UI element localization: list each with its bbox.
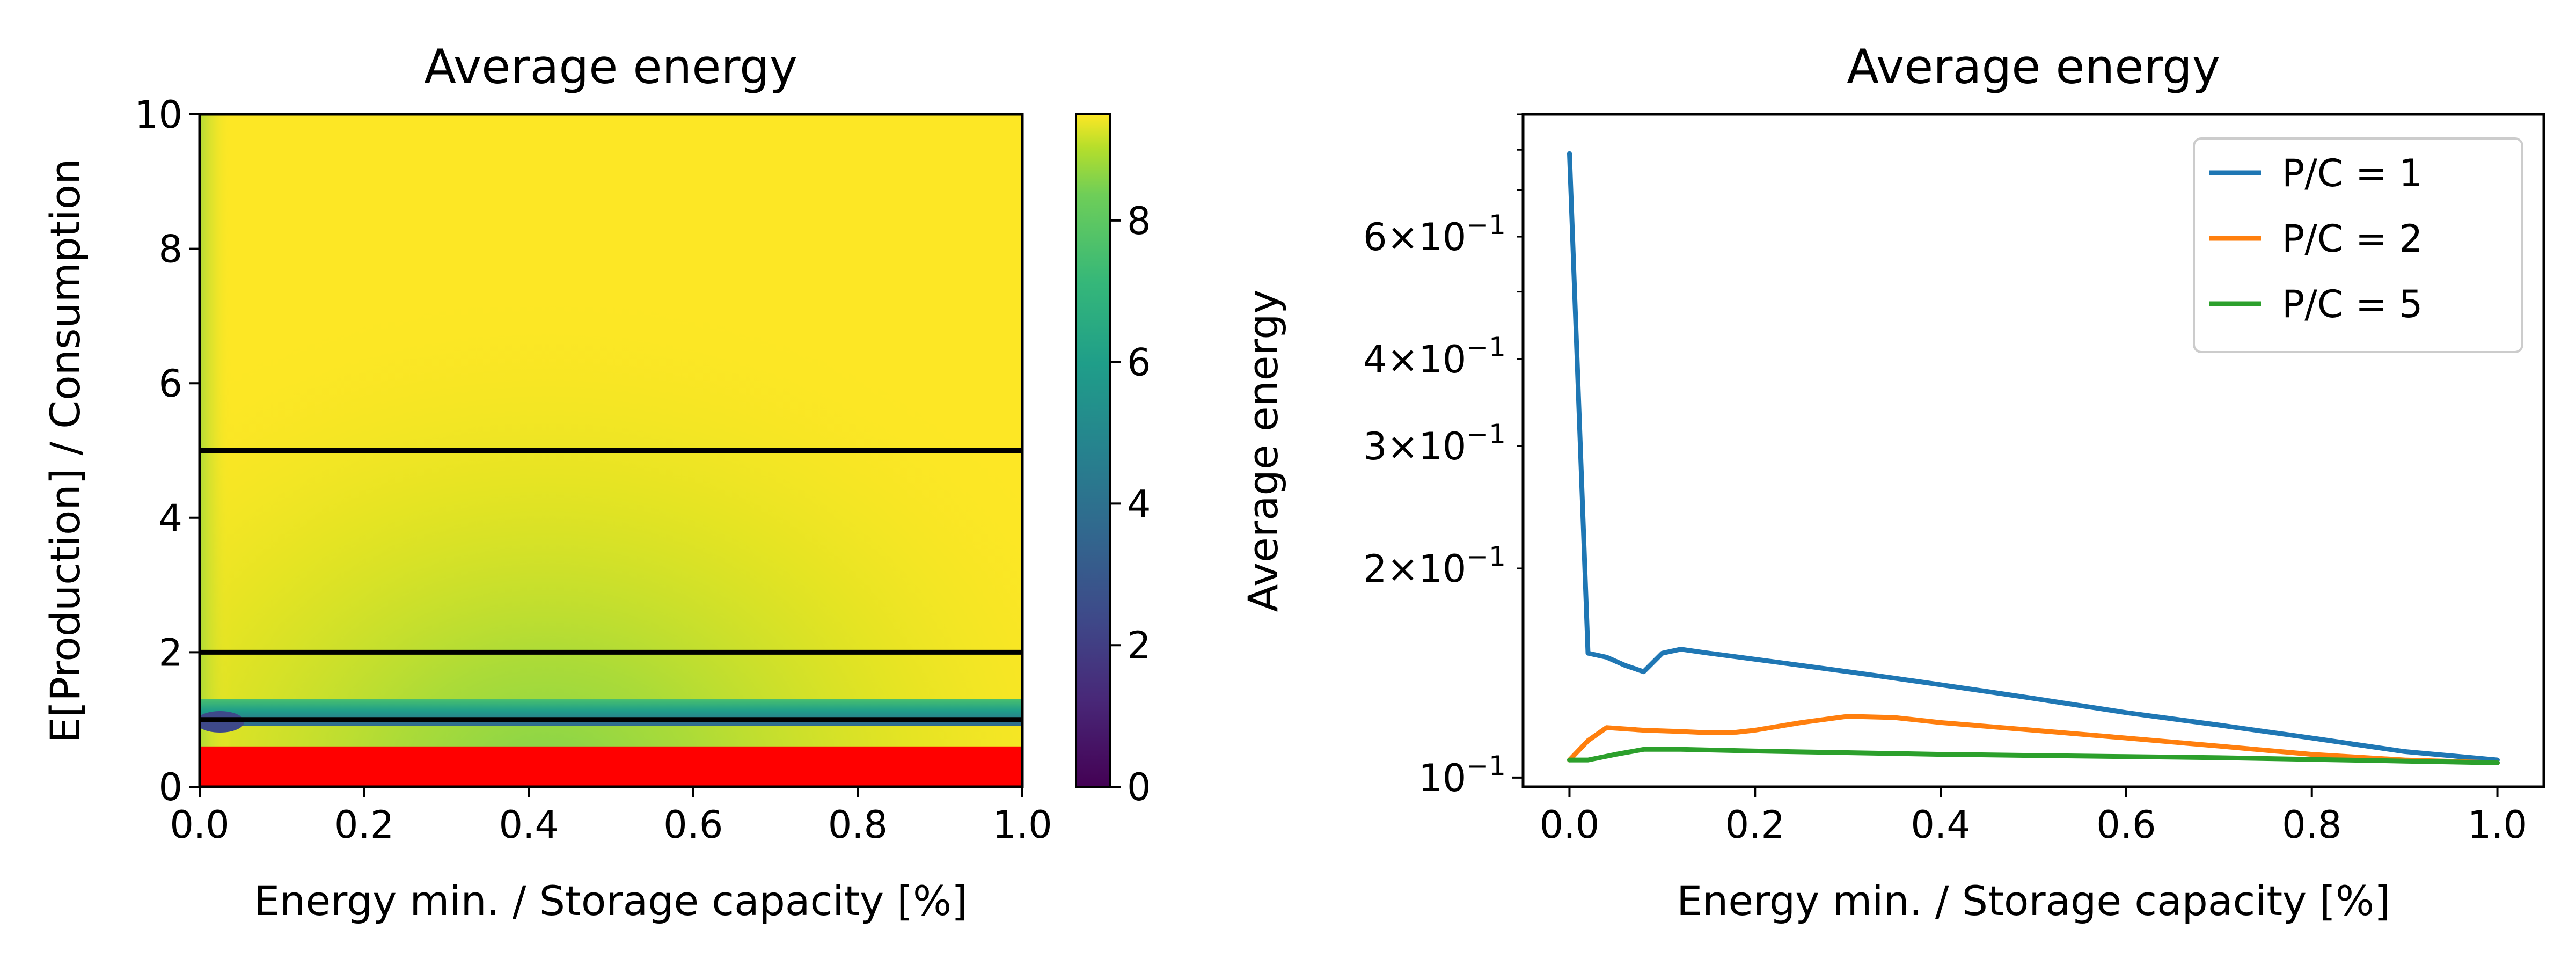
heatmap-y-label: E[Production] / Consumption <box>41 159 89 743</box>
x-tick-label: 0.8 <box>828 803 888 847</box>
series-line-1 <box>1567 151 2500 763</box>
y-tick-mantissa: 2 <box>1363 547 1387 591</box>
x-tick-label: 0.0 <box>1540 803 1599 847</box>
y-tick-label: 4×10−1 <box>1363 332 1506 382</box>
x-tick-label: 0.4 <box>1911 803 1970 847</box>
line-frame <box>1521 113 2545 788</box>
colorbar-ticks: 0 2 4 6 8 <box>1110 199 1151 809</box>
colorbar-tick-label: 4 <box>1127 482 1151 526</box>
legend-box <box>2193 137 2523 353</box>
y-tick-times: × <box>1387 425 1419 469</box>
y-tick-times: × <box>1387 547 1419 591</box>
colorbar-tick-label: 8 <box>1127 199 1151 243</box>
y-tick-label-text: 2×10−1 <box>1363 541 1506 591</box>
y-tick-label: 0 <box>158 765 182 809</box>
y-tick-base: 10 <box>1418 215 1466 259</box>
line-series <box>1567 151 2500 765</box>
legend-label-2: P/C = 2 <box>2282 217 2423 261</box>
colorbar-tick-label: 0 <box>1127 765 1151 809</box>
y-tick-exponent: −1 <box>1466 332 1506 363</box>
heatmap-panel: Average energy 0.0 0.2 0.4 0.6 0.8 1.0 0 2 4 6 8 1… <box>41 39 1151 925</box>
colorbar: 0 2 4 6 8 <box>1075 113 1151 809</box>
series-line-2 <box>1567 714 2500 765</box>
y-tick-times: × <box>1387 215 1419 259</box>
heatmap-y-axis: 0 2 4 6 8 10 <box>135 93 200 809</box>
heatmap-title: Average energy <box>424 39 797 94</box>
line-panel: Average energy 0.0 0.2 0.4 0.6 0.8 1.0 6×10−1… <box>1239 39 2545 925</box>
x-tick-label: 1.0 <box>2468 803 2527 847</box>
heatmap-frame <box>198 113 1024 788</box>
x-tick-label: 1.0 <box>992 803 1052 847</box>
y-tick-exponent: −1 <box>1466 209 1506 240</box>
y-tick-label: 2×10−1 <box>1363 541 1506 591</box>
y-tick-base: 10 <box>1418 338 1466 382</box>
x-tick-label: 0.8 <box>2282 803 2341 847</box>
y-tick-label: 10 <box>135 93 182 137</box>
y-tick-base: 10 <box>1418 756 1466 800</box>
y-tick-times: × <box>1387 338 1419 382</box>
x-tick-label: 0.2 <box>334 803 394 847</box>
x-tick-label: 0.4 <box>499 803 559 847</box>
y-tick-exponent: −1 <box>1466 419 1506 450</box>
y-tick-exponent: −1 <box>1466 750 1506 781</box>
x-tick-label: 0.6 <box>663 803 723 847</box>
line-x-axis: 0.0 0.2 0.4 0.6 0.8 1.0 <box>1540 787 2527 847</box>
y-tick-mantissa: 6 <box>1363 215 1387 259</box>
legend-label-1: P/C = 1 <box>2282 151 2423 195</box>
legend: P/C = 1 P/C = 2 P/C = 5 <box>2193 137 2523 353</box>
colorbar-tick-label: 6 <box>1127 341 1151 385</box>
y-tick-mantissa: 4 <box>1363 338 1387 382</box>
line-y-axis: 6×10−14×10−13×10−12×10−110−1 <box>1363 113 1523 800</box>
y-tick-base: 10 <box>1418 547 1466 591</box>
y-tick-label: 6×10−1 <box>1363 209 1506 259</box>
colorbar-tick-label: 2 <box>1127 624 1151 668</box>
colorbar-frame <box>1075 113 1111 788</box>
line-y-label: Average energy <box>1239 289 1287 612</box>
heatmap-masked-region <box>200 746 1022 787</box>
line-x-label: Energy min. / Storage capacity [%] <box>1677 877 2390 925</box>
y-tick-exponent: −1 <box>1466 541 1506 572</box>
legend-label-3: P/C = 5 <box>2282 282 2423 326</box>
reference-lines <box>200 448 1022 722</box>
y-tick-mantissa: 3 <box>1363 425 1387 469</box>
y-tick-label-text: 10−1 <box>1418 750 1506 800</box>
legend-entries: P/C = 1 P/C = 2 P/C = 5 <box>2209 151 2423 326</box>
y-tick-label-text: 3×10−1 <box>1363 419 1506 469</box>
heatmap-x-label: Energy min. / Storage capacity [%] <box>254 877 968 925</box>
x-tick-label: 0.6 <box>2096 803 2156 847</box>
y-tick-label: 4 <box>158 496 182 540</box>
heatmap-x-axis: 0.0 0.2 0.4 0.6 0.8 1.0 <box>170 787 1052 847</box>
y-tick-label: 10−1 <box>1418 750 1506 800</box>
y-tick-label-text: 6×10−1 <box>1363 209 1506 259</box>
x-tick-label: 0.0 <box>170 803 229 847</box>
y-tick-label: 6 <box>158 362 182 406</box>
colorbar-gradient <box>1076 114 1110 787</box>
y-tick-label: 2 <box>158 631 182 675</box>
y-tick-base: 10 <box>1418 425 1466 469</box>
series-line-3 <box>1567 747 2500 765</box>
x-tick-label: 0.2 <box>1725 803 1785 847</box>
line-title: Average energy <box>1847 39 2220 94</box>
y-tick-label: 3×10−1 <box>1363 419 1506 469</box>
y-tick-label: 8 <box>158 228 182 272</box>
y-tick-label-text: 4×10−1 <box>1363 332 1506 382</box>
